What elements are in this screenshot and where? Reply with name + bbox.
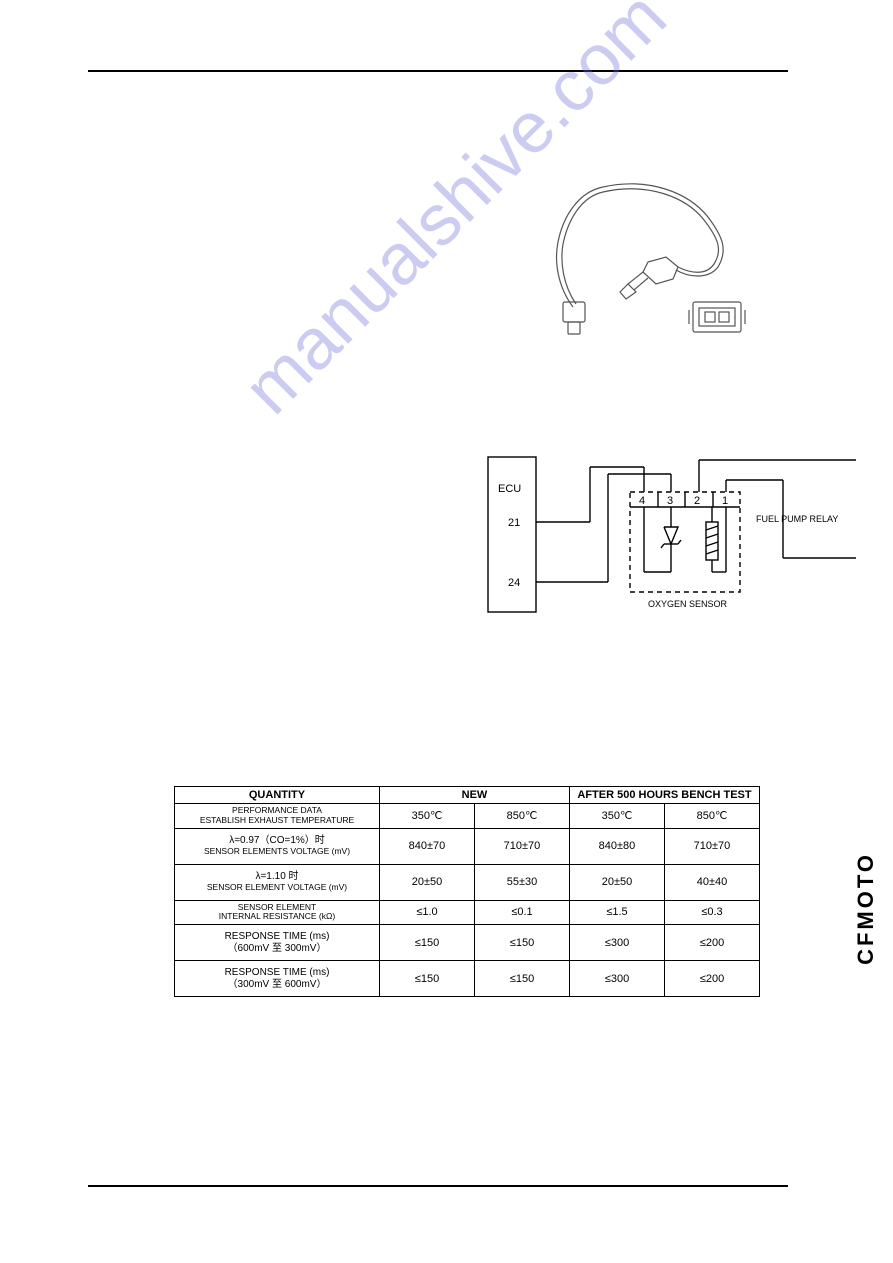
- oxygen-sensor-label: OXYGEN SENSOR: [648, 599, 728, 609]
- page-content: manualshive.com: [88, 72, 788, 1185]
- cell: ≤1.0: [380, 900, 475, 925]
- cell: 850℃: [475, 804, 570, 829]
- table-row: RESPONSE TIME (ms) （300mV 至 600mV） ≤150 …: [175, 961, 760, 997]
- r4-label-2: （600mV 至 300mV）: [179, 943, 375, 955]
- cell: 350℃: [570, 804, 665, 829]
- cell: ≤200: [665, 961, 760, 997]
- cell: 350℃: [380, 804, 475, 829]
- cell: 840±80: [570, 828, 665, 864]
- row-label-r5: RESPONSE TIME (ms) （300mV 至 600mV）: [175, 961, 380, 997]
- cell: ≤1.5: [570, 900, 665, 925]
- circuit-diagram: ECU 21 24 4 3 2 1 FUEL PUMP RELAY OXYGEN…: [478, 452, 858, 652]
- r4-label-1: RESPONSE TIME (ms): [179, 931, 375, 943]
- table-row: RESPONSE TIME (ms) （600mV 至 300mV） ≤150 …: [175, 925, 760, 961]
- conn-pin-1: 1: [722, 495, 728, 507]
- cell: ≤0.3: [665, 900, 760, 925]
- cell: 40±40: [665, 864, 760, 900]
- ecu-pin-21: 21: [508, 517, 520, 529]
- ecu-pin-24: 24: [508, 577, 520, 589]
- brand-logo: CFMOTO: [853, 852, 879, 965]
- cell: ≤150: [380, 961, 475, 997]
- row-label-r1: λ=0.97（CO=1%）时 SENSOR ELEMENTS VOLTAGE (…: [175, 828, 380, 864]
- cell: 710±70: [475, 828, 570, 864]
- conn-pin-3: 3: [667, 495, 673, 507]
- r5-label-1: RESPONSE TIME (ms): [179, 967, 375, 979]
- cell: ≤150: [475, 925, 570, 961]
- r3-label-2: INTERNAL RESISTANCE (kΩ): [179, 912, 375, 922]
- cell: ≤150: [380, 925, 475, 961]
- r5-label-2: （300mV 至 600mV）: [179, 979, 375, 991]
- row-label-r3: SENSOR ELEMENT INTERNAL RESISTANCE (kΩ): [175, 900, 380, 925]
- table-row: λ=0.97（CO=1%）时 SENSOR ELEMENTS VOLTAGE (…: [175, 828, 760, 864]
- table-row: PERFORMANCE DATA ESTABLISH EXHAUST TEMPE…: [175, 804, 760, 829]
- cell: 55±30: [475, 864, 570, 900]
- cell: 840±70: [380, 828, 475, 864]
- table-row: SENSOR ELEMENT INTERNAL RESISTANCE (kΩ) …: [175, 900, 760, 925]
- header-quantity: QUANTITY: [175, 787, 380, 804]
- conn-pin-2: 2: [694, 495, 700, 507]
- performance-data-table: QUANTITY NEW AFTER 500 HOURS BENCH TEST …: [174, 786, 760, 997]
- header-after: AFTER 500 HOURS BENCH TEST: [570, 787, 760, 804]
- cell: 20±50: [570, 864, 665, 900]
- oxygen-sensor-drawing: [508, 172, 778, 362]
- row-label-temp: PERFORMANCE DATA ESTABLISH EXHAUST TEMPE…: [175, 804, 380, 829]
- r2-label-2: SENSOR ELEMENT VOLTAGE (mV): [179, 883, 375, 893]
- row-label-r2: λ=1.10 时 SENSOR ELEMENT VOLTAGE (mV): [175, 864, 380, 900]
- cell: ≤200: [665, 925, 760, 961]
- r1-label-2: SENSOR ELEMENTS VOLTAGE (mV): [179, 847, 375, 857]
- ecu-label: ECU: [498, 483, 521, 495]
- cell: ≤150: [475, 961, 570, 997]
- temp-label-2: ESTABLISH EXHAUST TEMPERATURE: [179, 816, 375, 826]
- cell: ≤300: [570, 961, 665, 997]
- cell: 710±70: [665, 828, 760, 864]
- page-frame: manualshive.com: [88, 70, 788, 1187]
- table-row: λ=1.10 时 SENSOR ELEMENT VOLTAGE (mV) 20±…: [175, 864, 760, 900]
- cell: ≤0.1: [475, 900, 570, 925]
- cell: 20±50: [380, 864, 475, 900]
- conn-pin-4: 4: [639, 495, 645, 507]
- row-label-r4: RESPONSE TIME (ms) （600mV 至 300mV）: [175, 925, 380, 961]
- relay-label: FUEL PUMP RELAY: [756, 514, 838, 524]
- header-new: NEW: [380, 787, 570, 804]
- table-header-row: QUANTITY NEW AFTER 500 HOURS BENCH TEST: [175, 787, 760, 804]
- cell: ≤300: [570, 925, 665, 961]
- cell: 850℃: [665, 804, 760, 829]
